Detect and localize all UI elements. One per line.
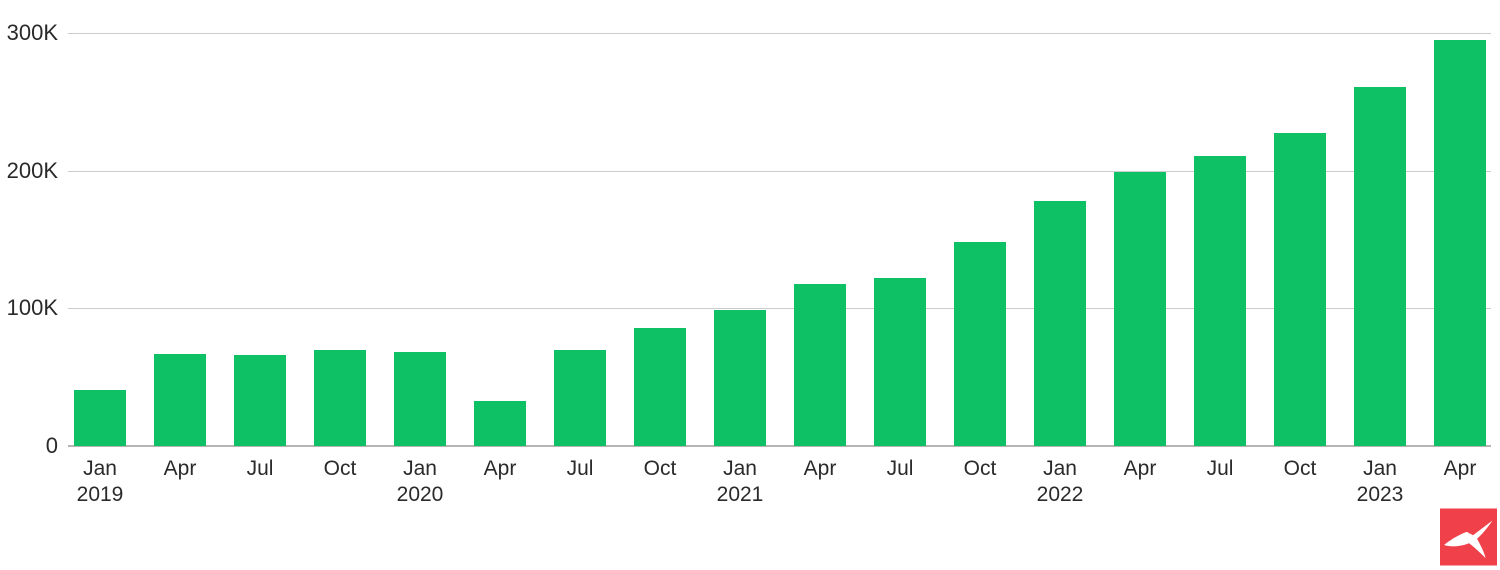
x-axis-label: Jan 2021: [695, 456, 785, 508]
x-axis-month-label: Apr: [1443, 457, 1477, 480]
y-axis-tick-label: 300K: [6, 20, 58, 45]
x-axis-label: Oct: [935, 456, 1025, 482]
bar[interactable]: [634, 328, 686, 446]
x-axis-month-label: Jan: [1363, 457, 1397, 480]
x-axis-label: Jul: [535, 456, 625, 482]
bar[interactable]: [1034, 201, 1086, 446]
plot-area: [68, 33, 1491, 447]
bar[interactable]: [954, 242, 1006, 446]
x-axis-month-label: Oct: [643, 457, 677, 480]
x-axis-year-label: 2021: [716, 483, 764, 506]
x-axis-month-label: Apr: [803, 457, 837, 480]
x-axis-label: Apr: [135, 456, 225, 482]
bar[interactable]: [1434, 40, 1486, 446]
x-axis-month-label: Jul: [886, 457, 914, 480]
x-axis-year-label: 2020: [396, 483, 444, 506]
bar[interactable]: [714, 310, 766, 446]
x-axis-month-label: Jan: [403, 457, 437, 480]
bar[interactable]: [874, 278, 926, 446]
bar[interactable]: [1354, 87, 1406, 446]
bar[interactable]: [554, 350, 606, 446]
x-axis-label: Jul: [855, 456, 945, 482]
x-axis-month-label: Jul: [246, 457, 274, 480]
bar[interactable]: [394, 352, 446, 446]
x-axis-label: Oct: [615, 456, 705, 482]
bar[interactable]: [474, 401, 526, 446]
x-axis-year-label: 2022: [1036, 483, 1084, 506]
x-axis-label: Apr: [775, 456, 865, 482]
x-axis-month-label: Apr: [163, 457, 197, 480]
x-axis-month-label: Apr: [483, 457, 517, 480]
x-axis-year-label: 2019: [76, 483, 124, 506]
x-axis-month-label: Jul: [566, 457, 594, 480]
bar[interactable]: [1194, 156, 1246, 446]
x-axis-label: Jul: [1175, 456, 1265, 482]
bar[interactable]: [1274, 133, 1326, 446]
bar[interactable]: [314, 350, 366, 446]
x-axis-month-label: Apr: [1123, 457, 1157, 480]
x-axis-month-label: Oct: [323, 457, 357, 480]
x-axis-label: Jan 2022: [1015, 456, 1105, 508]
bar[interactable]: [794, 284, 846, 446]
bar[interactable]: [154, 354, 206, 446]
x-axis-year-label: 2023: [1356, 483, 1404, 506]
x-axis-label: Jan 2020: [375, 456, 465, 508]
bar[interactable]: [1114, 172, 1166, 446]
x-axis-month-label: Jul: [1206, 457, 1234, 480]
x-axis-label: Jan 2019: [55, 456, 145, 508]
gridline: [68, 33, 1491, 34]
x-axis-month-label: Oct: [963, 457, 997, 480]
y-axis-tick-label: 0: [45, 433, 58, 458]
y-axis-tick-label: 100K: [6, 295, 58, 321]
x-axis-label: Oct: [295, 456, 385, 482]
x-glyph-icon: [1443, 520, 1493, 559]
brand-logo: [1440, 508, 1497, 566]
x-axis-month-label: Oct: [1283, 457, 1317, 480]
gridline: [68, 170, 1491, 172]
bar[interactable]: [234, 355, 286, 446]
x-axis-label: Oct: [1255, 456, 1345, 482]
y-axis-tick-label: 200K: [6, 157, 58, 183]
x-axis-label: Jul: [215, 456, 305, 482]
x-axis-month-label: Jan: [723, 457, 757, 480]
x-axis-month-label: Jan: [83, 457, 117, 480]
x-axis-label: Apr: [455, 456, 545, 482]
x-axis-baseline: [68, 445, 1491, 447]
x-axis-label: Apr: [1095, 456, 1185, 482]
x-axis-month-label: Jan: [1043, 457, 1077, 480]
x-axis-label: Jan 2023: [1335, 456, 1425, 508]
x-axis-label: Apr: [1415, 456, 1500, 482]
gridline: [68, 308, 1491, 310]
bar[interactable]: [74, 390, 126, 446]
